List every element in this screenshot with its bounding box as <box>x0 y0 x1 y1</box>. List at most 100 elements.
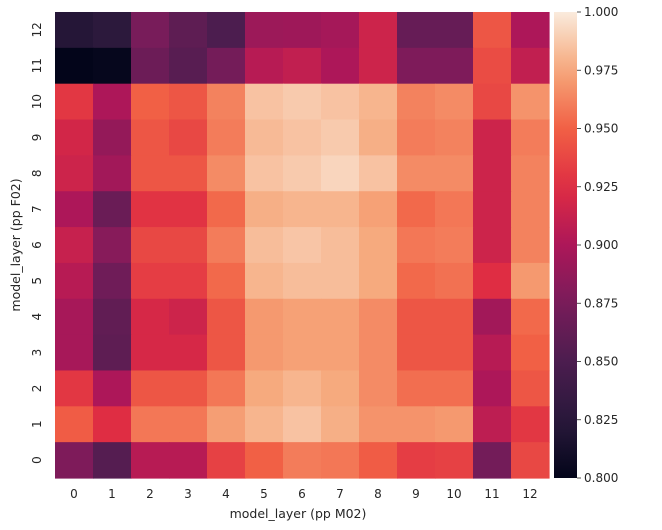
heatmap-cell-r12-c3 <box>169 442 208 479</box>
colorbar-tick-label: 0.850 <box>584 355 618 369</box>
heatmap-cell-r5-c4 <box>207 191 246 228</box>
heatmap-cell-r2-c1 <box>93 83 132 121</box>
heatmap-cell-r3-c6 <box>283 119 322 156</box>
heatmap-cell-r4-c6 <box>283 155 322 192</box>
heatmap-cell-r7-c6 <box>283 262 322 300</box>
heatmap-cell-r3-c3 <box>169 119 208 156</box>
heatmap-cell-r9-c5 <box>245 334 284 372</box>
heatmap-cell-r1-c3 <box>169 47 208 85</box>
heatmap-cell-r9-c1 <box>93 334 132 372</box>
x-tick-label: 12 <box>522 487 537 501</box>
y-tick-label: 4 <box>30 313 44 321</box>
heatmap-cell-r3-c0 <box>55 119 94 156</box>
heatmap-cell-r6-c11 <box>473 227 512 264</box>
heatmap-cell-r11-c9 <box>397 406 436 443</box>
colorbar-tick-labels: 0.800 0.825 0.850 0.875 0.900 0.925 0.950 0.975… <box>577 5 618 485</box>
heatmap-cell-r11-c1 <box>93 406 132 443</box>
heatmap-cell-r4-c2 <box>131 155 170 192</box>
y-tick-label: 9 <box>30 134 44 142</box>
heatmap-cell-r2-c3 <box>169 83 208 121</box>
heatmap-cell-r12-c0 <box>55 442 94 479</box>
heatmap-cell-r2-c2 <box>131 83 170 121</box>
heatmap-cell-r6-c1 <box>93 227 132 264</box>
heatmap-cell-r1-c12 <box>511 47 550 85</box>
heatmap-cell-r1-c8 <box>359 47 398 85</box>
colorbar-tick-label: 0.800 <box>584 471 618 485</box>
heatmap-cell-r11-c5 <box>245 406 284 443</box>
heatmap-cell-r4-c1 <box>93 155 132 192</box>
heatmap-cell-r3-c9 <box>397 119 436 156</box>
heatmap-cell-r2-c12 <box>511 83 550 121</box>
heatmap-cell-r1-c9 <box>397 47 436 85</box>
heatmap-cell-r1-c11 <box>473 47 512 85</box>
heatmap-cell-r12-c6 <box>283 442 322 479</box>
heatmap-cell-r10-c1 <box>93 370 132 407</box>
heatmap-cell-r2-c5 <box>245 83 284 121</box>
heatmap-cell-r6-c7 <box>321 227 360 264</box>
heatmap-cell-r5-c6 <box>283 191 322 228</box>
x-tick-label: 10 <box>446 487 461 501</box>
heatmap-cell-r4-c7 <box>321 155 360 192</box>
heatmap-cell-r0-c3 <box>169 12 208 49</box>
heatmap-cell-r5-c0 <box>55 191 94 228</box>
y-tick-label: 12 <box>30 22 44 37</box>
heatmap-cell-r2-c4 <box>207 83 246 121</box>
heatmap-cell-r12-c2 <box>131 442 170 479</box>
heatmap-cell-r2-c0 <box>55 83 94 121</box>
heatmap-cell-r2-c11 <box>473 83 512 121</box>
colorbar-tick-label: 0.975 <box>584 63 618 77</box>
heatmap-cell-r11-c11 <box>473 406 512 443</box>
colorbar-tick-label: 0.875 <box>584 296 618 310</box>
heatmap-cell-r1-c10 <box>435 47 474 85</box>
heatmap-cell-r8-c3 <box>169 298 208 336</box>
heatmap-cell-r5-c10 <box>435 191 474 228</box>
heatmap-cell-r9-c3 <box>169 334 208 372</box>
heatmap-cell-r0-c10 <box>435 12 474 49</box>
heatmap-cell-r7-c8 <box>359 262 398 300</box>
y-tick-label: 11 <box>30 58 44 73</box>
heatmap-cell-r2-c6 <box>283 83 322 121</box>
heatmap-cell-r1-c7 <box>321 47 360 85</box>
x-tick-label: 8 <box>374 487 382 501</box>
heatmap-cell-r12-c10 <box>435 442 474 479</box>
heatmap-cell-r8-c9 <box>397 298 436 336</box>
heatmap-cell-r10-c4 <box>207 370 246 407</box>
x-tick-label: 5 <box>260 487 268 501</box>
heatmap-cell-r5-c5 <box>245 191 284 228</box>
heatmap-cell-r6-c6 <box>283 227 322 264</box>
y-tick-label: 7 <box>30 205 44 213</box>
heatmap-cell-r11-c10 <box>435 406 474 443</box>
heatmap-cell-r10-c12 <box>511 370 550 407</box>
heatmap-cell-r3-c4 <box>207 119 246 156</box>
colorbar-tick-label: 0.900 <box>584 238 618 252</box>
heatmap-cell-r0-c0 <box>55 12 94 49</box>
heatmap-cell-r8-c8 <box>359 298 398 336</box>
heatmap-cell-r1-c5 <box>245 47 284 85</box>
heatmap-cell-r3-c10 <box>435 119 474 156</box>
heatmap-cell-r11-c8 <box>359 406 398 443</box>
heatmap-cell-r11-c2 <box>131 406 170 443</box>
heatmap-cell-r1-c4 <box>207 47 246 85</box>
heatmap-cell-r2-c9 <box>397 83 436 121</box>
heatmap-cell-r5-c12 <box>511 191 550 228</box>
heatmap-cell-r9-c10 <box>435 334 474 372</box>
y-tick-label: 2 <box>30 385 44 393</box>
x-tick-label: 4 <box>222 487 230 501</box>
x-axis-label: model_layer (pp M02) <box>230 506 367 521</box>
heatmap-cell-r1-c6 <box>283 47 322 85</box>
heatmap-cell-r10-c9 <box>397 370 436 407</box>
heatmap-cell-r12-c1 <box>93 442 132 479</box>
heatmap-cell-r0-c8 <box>359 12 398 49</box>
x-tick-label: 3 <box>184 487 192 501</box>
heatmap-cell-r8-c11 <box>473 298 512 336</box>
heatmap-cell-r7-c5 <box>245 262 284 300</box>
heatmap-cell-r10-c5 <box>245 370 284 407</box>
heatmap-cell-r3-c12 <box>511 119 550 156</box>
heatmap-cell-r6-c8 <box>359 227 398 264</box>
heatmap-cell-r5-c2 <box>131 191 170 228</box>
heatmap-cell-r2-c8 <box>359 83 398 121</box>
heatmap-cell-r10-c0 <box>55 370 94 407</box>
heatmap-cell-r10-c8 <box>359 370 398 407</box>
y-tick-label: 8 <box>30 169 44 177</box>
heatmap-cell-r9-c8 <box>359 334 398 372</box>
